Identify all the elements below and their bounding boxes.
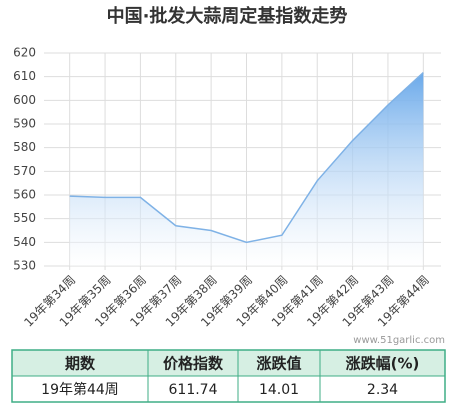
line: [69, 71, 424, 244]
table-header: 涨跌幅(%): [346, 355, 420, 373]
watermark: www.51garlic.com: [353, 335, 445, 346]
table-cell: 14.01: [259, 382, 299, 398]
table-cell: 19年第44周: [41, 381, 119, 398]
y-tick-label: 530: [13, 259, 36, 273]
y-tick-label: 610: [13, 69, 36, 83]
table-header: 涨跌值: [256, 355, 301, 373]
y-tick-label: 570: [13, 164, 36, 178]
y-tick-label: 540: [13, 235, 36, 249]
y-tick-label: 600: [13, 93, 36, 107]
table-header-bg: [12, 350, 445, 376]
table-header: 期数: [65, 355, 96, 373]
table: 期数 价格指数 涨跌值 涨跌幅(%) 19年第44周 611.74 14.01 2.34: [11, 349, 446, 403]
area-fill: [69, 72, 424, 266]
table-cell: 2.34: [367, 382, 398, 398]
chart-title: 中国·批发大蒜周定基指数走势: [107, 5, 348, 27]
y-tick-label: 560: [13, 188, 36, 202]
y-tick-label: 550: [13, 211, 36, 225]
y-tick-label: 580: [13, 140, 36, 154]
table-cell: 611.74: [169, 382, 218, 398]
table-header: 价格指数: [163, 355, 224, 373]
y-tick-label: 590: [13, 117, 36, 131]
y-tick-label: 620: [13, 46, 36, 60]
